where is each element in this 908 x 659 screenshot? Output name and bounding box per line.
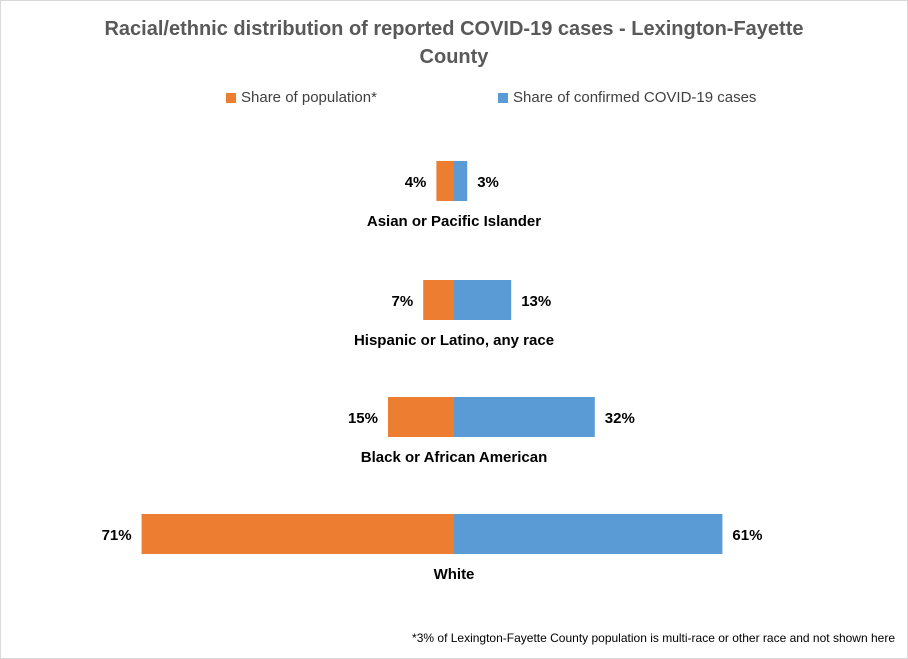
bar-population-asian-or-pacific-islander [436,161,454,201]
bar-cases-hispanic-or-latino-any-race [454,280,512,320]
bar-cases-white [454,514,723,554]
footnote: *3% of Lexington-Fayette County populati… [412,631,895,645]
data-label-population-white: 71% [102,527,132,544]
data-label-cases-white: 61% [732,527,762,544]
legend-label-cases: Share of confirmed COVID-19 cases [513,89,757,106]
data-label-cases-hispanic-or-latino-any-race: 13% [521,293,551,310]
category-label-white: White [434,566,475,583]
data-label-population-black-or-african-american: 15% [348,410,378,427]
category-label-black-or-african-american: Black or African American [361,449,547,466]
chart-title: Racial/ethnic distribution of reported C… [104,18,804,68]
category-label-asian-or-pacific-islander: Asian or Pacific Islander [367,213,541,230]
data-label-cases-asian-or-pacific-islander: 3% [477,174,499,191]
legend-entry-cases: Share of confirmed COVID-19 cases [498,89,756,106]
category-label-hispanic-or-latino-any-race: Hispanic or Latino, any race [354,332,554,349]
legend: Share of population* Share of confirmed … [1,89,907,109]
data-label-population-hispanic-or-latino-any-race: 7% [392,293,414,310]
bar-population-hispanic-or-latino-any-race [423,280,454,320]
bar-cases-asian-or-pacific-islander [454,161,468,201]
bar-population-white [141,514,454,554]
legend-swatch-population [226,92,236,103]
data-label-population-asian-or-pacific-islander: 4% [405,174,427,191]
legend-entry-population: Share of population* [226,89,377,106]
bar-population-black-or-african-american [388,397,454,437]
legend-label-population: Share of population* [241,89,377,106]
legend-swatch-cases [498,92,508,103]
bar-cases-black-or-african-american [454,397,595,437]
data-label-cases-black-or-african-american: 32% [605,410,635,427]
